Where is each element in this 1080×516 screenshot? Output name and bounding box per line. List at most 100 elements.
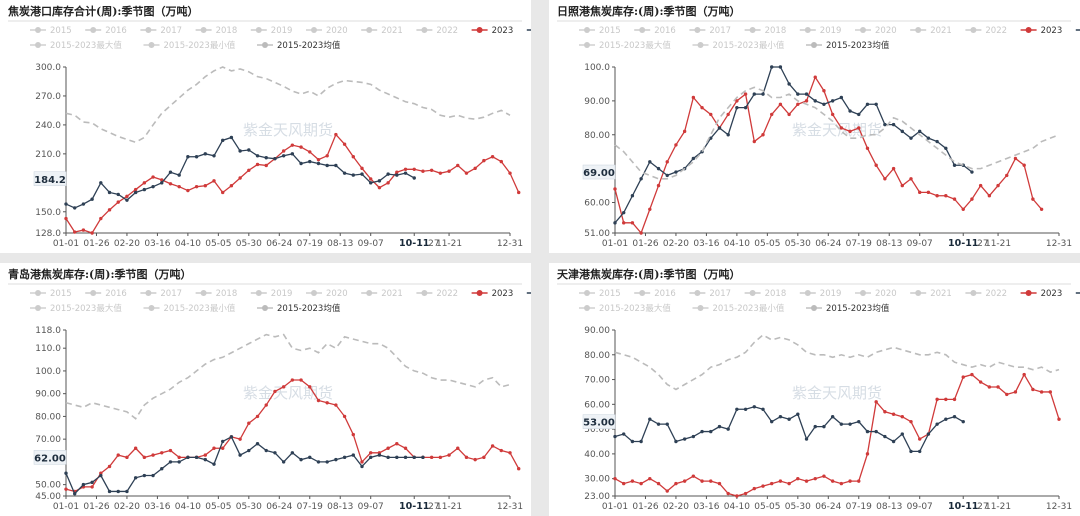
legend-marker-2019[interactable] [804, 290, 811, 296]
legend-label-2017[interactable]: 2017 [160, 289, 182, 299]
legend-label-2016[interactable]: 2016 [654, 289, 676, 299]
legend-marker-2022[interactable] [970, 27, 977, 33]
legend-label-2020[interactable]: 2020 [875, 289, 897, 299]
legend-marker-2015-2023最小值[interactable] [148, 42, 155, 48]
legend-label-2015[interactable]: 2015 [50, 26, 72, 36]
legend-marker-2021[interactable] [915, 290, 922, 296]
legend-marker-2023[interactable] [476, 27, 483, 33]
legend-label-2021[interactable]: 2021 [930, 289, 952, 299]
legend-label-2015-2023最小值[interactable]: 2015-2023最小值 [164, 303, 236, 314]
legend-label-2019[interactable]: 2019 [271, 289, 293, 299]
legend-marker-2017[interactable] [145, 27, 152, 33]
legend-label-2018[interactable]: 2018 [765, 289, 787, 299]
legend-marker-2015-2023均值[interactable] [262, 42, 268, 48]
legend-label-2019[interactable]: 2019 [820, 26, 842, 36]
legend-label-2022[interactable]: 2022 [436, 289, 458, 299]
legend-label-2018[interactable]: 2018 [216, 289, 238, 299]
legend-marker-2015-2023最大值[interactable] [584, 305, 590, 311]
legend-marker-2023[interactable] [476, 290, 483, 296]
legend-marker-2019[interactable] [255, 27, 262, 33]
legend-marker-2016[interactable] [90, 290, 97, 296]
legend-marker-2021[interactable] [366, 27, 373, 33]
legend-marker-2016[interactable] [639, 27, 646, 33]
legend-label-2020[interactable]: 2020 [326, 26, 348, 36]
data-point-2024 [160, 467, 164, 471]
legend-label-2019[interactable]: 2019 [820, 289, 842, 299]
legend-marker-2022[interactable] [421, 27, 428, 33]
legend-label-2018[interactable]: 2018 [216, 26, 238, 36]
legend-label-2015-2023最大值[interactable]: 2015-2023最大值 [599, 40, 671, 51]
legend-label-2015[interactable]: 2015 [599, 289, 621, 299]
legend-marker-2015[interactable] [35, 27, 41, 33]
legend-marker-2021[interactable] [366, 290, 373, 296]
legend-label-2015-2023最大值[interactable]: 2015-2023最大值 [50, 40, 122, 51]
legend-label-2023[interactable]: 2023 [492, 26, 514, 36]
legend-label-2021[interactable]: 2021 [381, 289, 403, 299]
legend-label-2015-2023最小值[interactable]: 2015-2023最小值 [713, 303, 785, 314]
legend-label-2020[interactable]: 2020 [326, 289, 348, 299]
legend-label-2020[interactable]: 2020 [875, 26, 897, 36]
legend-marker-2015-2023均值[interactable] [262, 305, 268, 311]
legend-marker-2015-2023最大值[interactable] [584, 42, 590, 48]
legend-label-2019[interactable]: 2019 [271, 26, 293, 36]
legend-marker-2020[interactable] [311, 27, 317, 33]
legend-marker-2015-2023最小值[interactable] [697, 305, 704, 311]
legend-label-2023[interactable]: 2023 [1041, 26, 1063, 36]
legend-label-2015[interactable]: 2015 [599, 26, 621, 36]
legend-marker-2016[interactable] [90, 27, 97, 33]
legend-label-2017[interactable]: 2017 [709, 26, 731, 36]
legend-marker-2015[interactable] [584, 27, 590, 33]
legend-label-2023[interactable]: 2023 [1041, 289, 1063, 299]
legend-marker-2015-2023最大值[interactable] [35, 305, 41, 311]
legend-marker-2019[interactable] [255, 290, 262, 296]
legend-label-2016[interactable]: 2016 [105, 289, 127, 299]
legend-marker-2018[interactable] [749, 290, 756, 296]
legend-marker-2015[interactable] [35, 290, 41, 296]
data-point-2024 [377, 453, 382, 457]
legend-marker-2022[interactable] [970, 290, 977, 296]
legend-label-2015-2023均值[interactable]: 2015-2023均值 [826, 303, 890, 314]
legend-label-2021[interactable]: 2021 [381, 26, 403, 36]
legend-label-2022[interactable]: 2022 [985, 26, 1007, 36]
legend-marker-2023[interactable] [1025, 27, 1032, 33]
legend-marker-2015-2023均值[interactable] [811, 305, 817, 311]
legend-label-2015-2023最大值[interactable]: 2015-2023最大值 [599, 303, 671, 314]
legend-marker-2018[interactable] [200, 290, 207, 296]
legend-label-2022[interactable]: 2022 [985, 289, 1007, 299]
legend-marker-2023[interactable] [1025, 290, 1032, 296]
legend-marker-2020[interactable] [311, 290, 317, 296]
legend-marker-2022[interactable] [421, 290, 428, 296]
legend-label-2016[interactable]: 2016 [654, 26, 676, 36]
legend-label-2017[interactable]: 2017 [709, 289, 731, 299]
legend-label-2015-2023最小值[interactable]: 2015-2023最小值 [164, 40, 236, 51]
legend-marker-2015-2023最大值[interactable] [35, 42, 41, 48]
legend-marker-2015-2023均值[interactable] [811, 42, 817, 48]
legend-marker-2018[interactable] [749, 27, 756, 33]
legend-label-2021[interactable]: 2021 [930, 26, 952, 36]
legend-marker-2016[interactable] [639, 290, 646, 296]
legend-marker-2019[interactable] [804, 27, 811, 33]
legend-label-2022[interactable]: 2022 [436, 26, 458, 36]
legend-marker-2015[interactable] [584, 290, 590, 296]
legend-label-2017[interactable]: 2017 [160, 26, 182, 36]
legend-marker-2017[interactable] [145, 290, 152, 296]
legend-marker-2018[interactable] [200, 27, 207, 33]
legend-marker-2015-2023最小值[interactable] [697, 42, 704, 48]
legend-label-2015-2023最大值[interactable]: 2015-2023最大值 [50, 303, 122, 314]
legend-label-2018[interactable]: 2018 [765, 26, 787, 36]
legend-label-2015-2023均值[interactable]: 2015-2023均值 [277, 303, 341, 314]
legend-label-2015-2023均值[interactable]: 2015-2023均值 [277, 40, 341, 51]
data-point-2023 [1005, 173, 1009, 178]
legend-marker-2015-2023最小值[interactable] [148, 305, 155, 311]
legend-marker-2017[interactable] [694, 290, 701, 296]
legend-marker-2020[interactable] [860, 27, 866, 33]
legend-marker-2021[interactable] [915, 27, 922, 33]
legend-label-2015[interactable]: 2015 [50, 289, 72, 299]
legend-label-2016[interactable]: 2016 [105, 26, 127, 36]
legend-label-2015-2023均值[interactable]: 2015-2023均值 [826, 40, 890, 51]
legend-marker-2017[interactable] [694, 27, 701, 33]
data-point-2024 [900, 129, 904, 134]
legend-marker-2020[interactable] [860, 290, 866, 296]
legend-label-2023[interactable]: 2023 [492, 289, 514, 299]
legend-label-2015-2023最小值[interactable]: 2015-2023最小值 [713, 40, 785, 51]
